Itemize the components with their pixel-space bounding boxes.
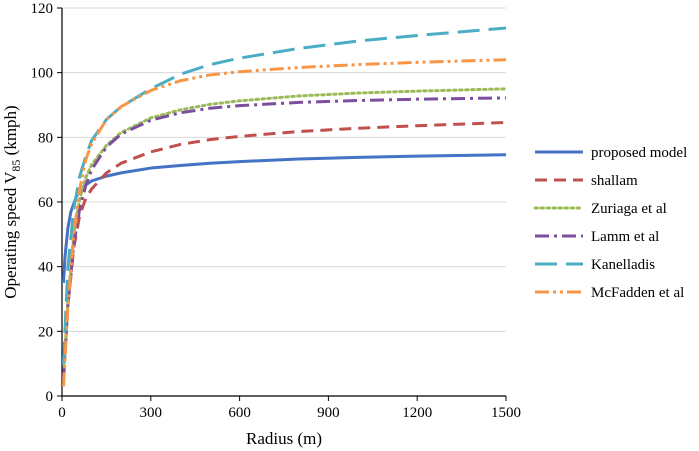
y-tick-label: 40 (38, 260, 53, 276)
legend-label-lamm-et-al: Lamm et al (591, 229, 659, 245)
legend-label-kanelladis: Kanelladis (591, 257, 655, 273)
x-tick-labels: 0 300 600 900 1200 1500 (58, 396, 521, 421)
series-lines (61, 26, 508, 387)
series-line-kanelladis (61, 26, 507, 364)
legend: proposed model shallam Zuriaga et al Lamm e… (533, 145, 687, 301)
legend-label-shallam: shallam (591, 173, 638, 189)
series-line-shallam (61, 120, 507, 380)
x-tick-label: 1500 (491, 405, 521, 421)
legend-label-zuriaga-et-al: Zuriaga et al (591, 201, 667, 217)
legend-label-proposed-model: proposed model (591, 145, 687, 161)
grid-lines (62, 7, 506, 332)
y-tick-label: 60 (38, 195, 53, 211)
x-tick-label: 300 (140, 405, 163, 421)
y-axis-label: Operating speed V85 (kmph) (1, 105, 23, 298)
y-axis-label-unit: (kmph) (1, 105, 20, 159)
y-tick-labels: 0 20 40 60 80 100 120 (31, 1, 62, 405)
y-axis-label-subscript: 85 (9, 160, 23, 172)
x-tick-label: 1200 (402, 405, 432, 421)
series-line-proposed-model (61, 153, 507, 283)
series-line-mcfadden-et-al (61, 58, 507, 387)
legend-label-mcfadden-et-al: McFadden et al (591, 285, 684, 301)
x-axis-label: Radius (m) (246, 429, 322, 448)
x-tick-label: 600 (228, 405, 251, 421)
y-tick-label: 80 (38, 130, 53, 146)
y-tick-label: 20 (38, 324, 53, 340)
series-line-lamm-et-al (61, 96, 507, 380)
x-tick-label: 900 (317, 405, 340, 421)
y-axis-label-main: Operating speed V (1, 171, 20, 299)
y-tick-label: 0 (46, 389, 54, 405)
y-tick-label: 120 (31, 1, 54, 17)
x-tick-label: 0 (58, 405, 66, 421)
y-tick-label: 100 (31, 66, 54, 82)
